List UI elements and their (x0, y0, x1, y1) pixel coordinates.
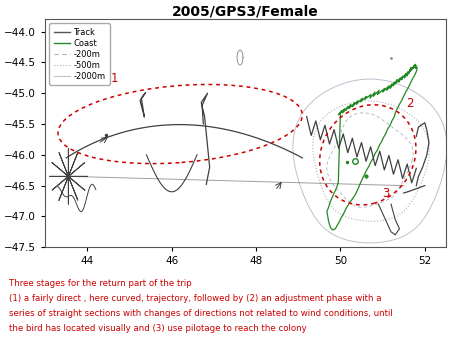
Text: (1) a fairly direct , here curved, trajectory, followed by (2) an adjustment pha: (1) a fairly direct , here curved, traje… (9, 294, 382, 303)
Text: the bird has located visually and (3) use pilotage to reach the colony: the bird has located visually and (3) us… (9, 324, 307, 334)
Text: 3: 3 (382, 187, 390, 200)
Title: 2005/GPS3/Female: 2005/GPS3/Female (172, 4, 319, 18)
Text: Three stages for the return part of the trip: Three stages for the return part of the … (9, 279, 192, 288)
Text: 2: 2 (406, 97, 413, 110)
Text: 1: 1 (111, 72, 118, 85)
Text: series of straight sections with changes of directions not related to wind condi: series of straight sections with changes… (9, 309, 393, 318)
Legend: Track, Coast, -200m, -500m, -2000m: Track, Coast, -200m, -500m, -2000m (50, 24, 110, 85)
